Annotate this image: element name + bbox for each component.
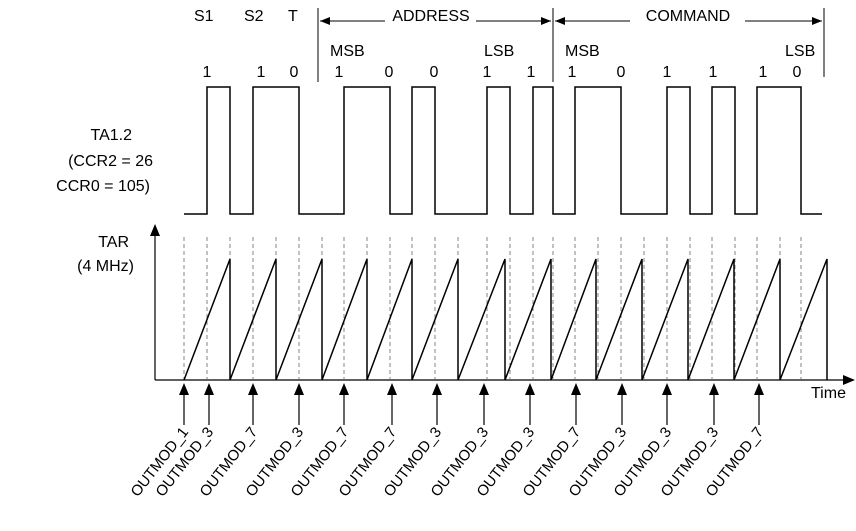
event-arrow-head <box>387 383 397 395</box>
event-arrow-head <box>617 383 627 395</box>
start-bit-s1-label: S1 <box>194 8 214 25</box>
bit-value: 1 <box>335 64 344 81</box>
ta12-waveform <box>184 86 822 215</box>
event-arrow-head <box>525 383 535 395</box>
bit-value: 1 <box>568 64 577 81</box>
bit-values-row: 1 1 0 1 0 0 1 1 1 0 1 1 1 0 <box>203 64 802 81</box>
address-span-arrow <box>320 17 551 25</box>
bit-value: 1 <box>483 64 492 81</box>
ccr2-label: (CCR2 = 26 <box>68 153 153 170</box>
bit-value: 1 <box>709 64 718 81</box>
event-arrow-head <box>294 383 304 395</box>
bit-value: 0 <box>617 64 626 81</box>
event-arrow-head <box>339 383 349 395</box>
command-span-arrow <box>555 17 822 25</box>
toggle-bit-label: T <box>288 8 298 25</box>
bit-value: 1 <box>203 64 212 81</box>
signal-name-label: TA1.2 <box>91 127 133 144</box>
bit-value: 0 <box>385 64 394 81</box>
timer-y-axis <box>150 224 160 380</box>
event-arrow-head <box>204 383 214 395</box>
event-arrow-head <box>662 383 672 395</box>
bit-value: 0 <box>430 64 439 81</box>
command-lsb-label: LSB <box>785 43 815 60</box>
bit-value: 1 <box>257 64 266 81</box>
address-msb-label: MSB <box>330 43 365 60</box>
start-bit-s2-label: S2 <box>244 8 264 25</box>
time-x-axis <box>155 375 855 385</box>
event-arrow-head <box>479 383 489 395</box>
ccr0-label: CCR0 = 105) <box>56 178 150 195</box>
bit-value: 1 <box>759 64 768 81</box>
address-label: ADDRESS <box>392 8 469 25</box>
command-label: COMMAND <box>646 8 730 25</box>
bit-value: 0 <box>793 64 802 81</box>
event-arrow-head <box>709 383 719 395</box>
timer-freq-label: (4 MHz) <box>77 258 134 275</box>
command-msb-label: MSB <box>565 43 600 60</box>
bit-value: 0 <box>290 64 299 81</box>
tar-sawtooth <box>183 258 828 381</box>
outmod-events: OUTMOD_1OUTMOD_3OUTMOD_7OUTMOD_3OUTMOD_7… <box>127 383 767 500</box>
event-arrow-head <box>754 383 764 395</box>
time-axis-label: Time <box>811 385 846 402</box>
event-arrow-head <box>571 383 581 395</box>
event-arrow-head <box>432 383 442 395</box>
event-arrow-head <box>248 383 258 395</box>
bit-value: 1 <box>663 64 672 81</box>
timer-name-label: TAR <box>98 234 129 251</box>
event-arrow-head <box>179 383 189 395</box>
address-lsb-label: LSB <box>484 43 514 60</box>
bit-value: 1 <box>527 64 536 81</box>
